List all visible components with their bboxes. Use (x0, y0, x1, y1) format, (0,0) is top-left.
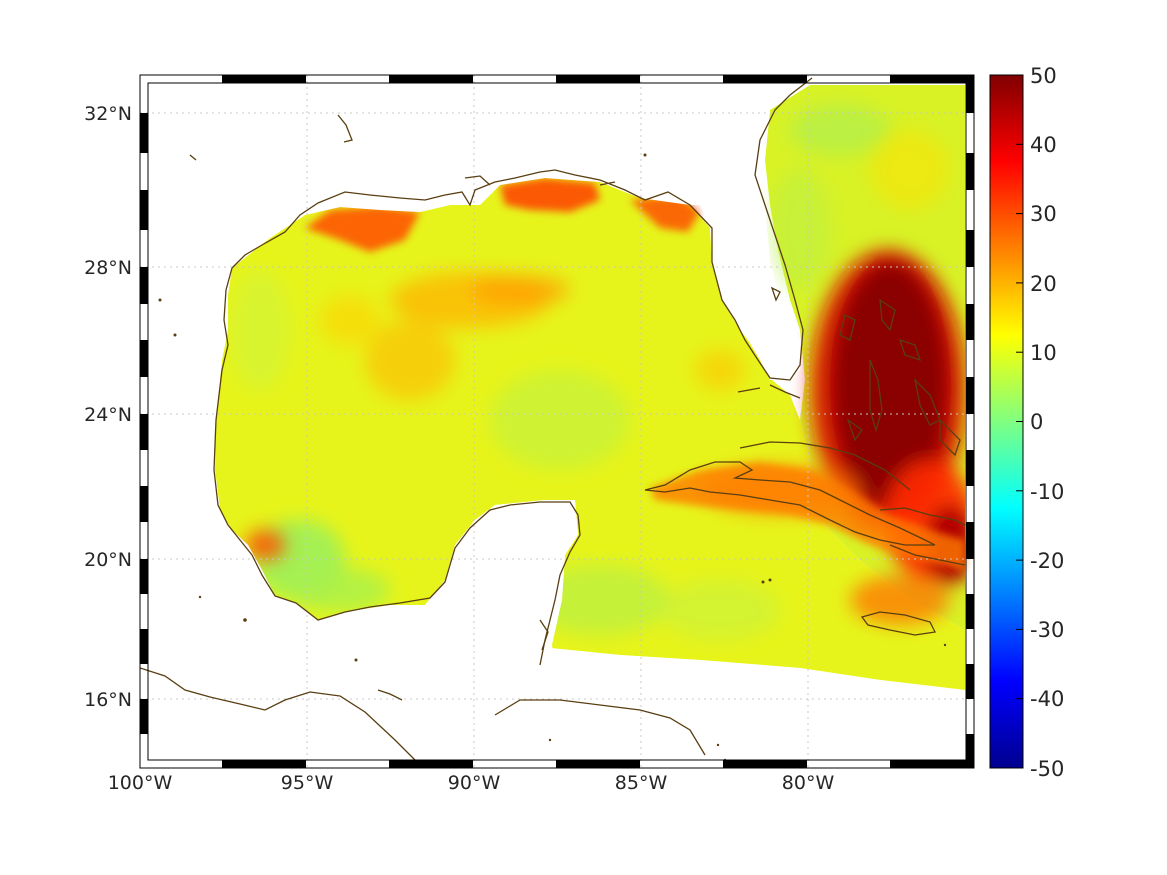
colorbar-tick-label: -30 (1030, 618, 1064, 642)
data-field (140, 75, 974, 768)
x-tick-label: 95°W (281, 772, 334, 794)
colorbar-tick-label: -20 (1030, 549, 1064, 573)
y-tick-label: 24°N (84, 404, 132, 426)
map-plot-area (140, 75, 974, 768)
gridlines (140, 75, 974, 768)
x-tick-label: 80°W (782, 772, 835, 794)
y-tick-label: 28°N (84, 257, 132, 279)
colorbar-tick-label: 50 (1030, 64, 1057, 88)
x-tick-label: 85°W (615, 772, 668, 794)
small-islands (158, 153, 947, 762)
colorbar-tick-label: 30 (1030, 202, 1057, 226)
y-tick-label: 16°N (84, 689, 132, 711)
colorbar: 50 40 30 20 10 0 -10 -20 -30 -40 -50 (989, 64, 1064, 781)
coastlines (140, 77, 966, 766)
x-axis-labels: 100°W 95°W 90°W 85°W 80°W (108, 772, 835, 794)
map-frame (139, 74, 975, 769)
colorbar-tick-label: -10 (1030, 480, 1064, 504)
x-tick-label: 100°W (108, 772, 173, 794)
x-tick-label: 90°W (448, 772, 501, 794)
y-tick-label: 32°N (84, 103, 132, 125)
colorbar-tick-label: 20 (1030, 272, 1057, 296)
colorbar-tick-label: 10 (1030, 341, 1057, 365)
colorbar-tick-label: 0 (1030, 410, 1043, 434)
y-tick-label: 20°N (84, 549, 132, 571)
colorbar-tick-label: -40 (1030, 687, 1064, 711)
y-axis-labels: 32°N 28°N 24°N 20°N 16°N (84, 103, 132, 711)
colorbar-tick-label: 40 (1030, 133, 1057, 157)
colorbar-tick-label: -50 (1030, 757, 1064, 781)
